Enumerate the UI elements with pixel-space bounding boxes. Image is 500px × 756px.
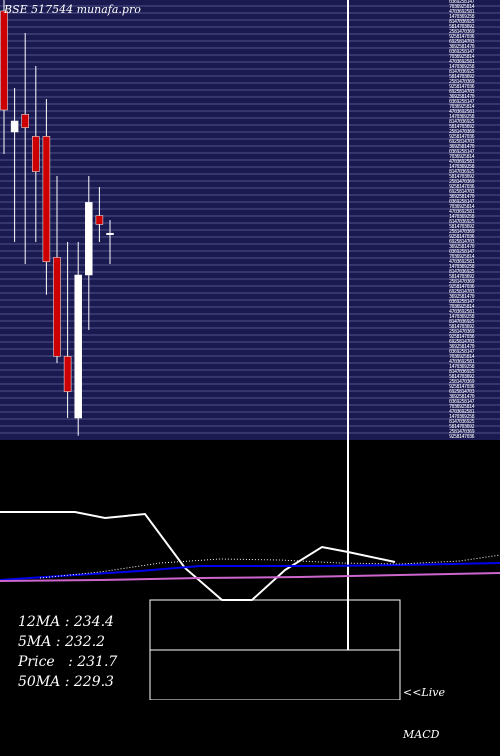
candle-body-up: [85, 202, 93, 276]
indicator-panel: [0, 0, 500, 700]
candle-body-down: [42, 136, 51, 263]
candle-body-down: [32, 136, 40, 172]
candles-group: [0, 0, 114, 436]
candle-body-up: [74, 274, 82, 419]
candle-body-down: [53, 257, 61, 357]
macd-line: [0, 511, 396, 601]
candle-body-down: [21, 114, 29, 128]
indicator-stats: 12MA : 234.4 5MA : 232.2 Price : 231.7 5…: [18, 612, 117, 692]
price-axis-column: 0369258147 7036925814 4703692581 1470369…: [449, 0, 475, 440]
ma50-value: 50MA : 229.3: [18, 674, 114, 690]
ma12-value: 12MA : 234.4: [18, 614, 114, 630]
candle-body-up: [10, 120, 19, 133]
ma-slow-line: [0, 572, 500, 582]
price-value: Price : 231.7: [18, 654, 118, 670]
live-macd-label: <<Live MACD: [403, 658, 445, 756]
candle-body-down: [63, 356, 72, 392]
candle-body-up: [106, 232, 114, 235]
candle-body-down: [95, 215, 104, 225]
grid-lines: [0, 5, 500, 434]
candle-body-down: [0, 10, 8, 111]
macd-label: MACD: [403, 728, 440, 741]
price-panel: [0, 0, 500, 440]
ma5-value: 5MA : 232.2: [18, 634, 106, 650]
live-link[interactable]: <<Live: [403, 686, 445, 699]
chart-canvas: [0, 0, 500, 700]
ticker-label: BSE 517544 munafa.pro: [4, 3, 141, 16]
